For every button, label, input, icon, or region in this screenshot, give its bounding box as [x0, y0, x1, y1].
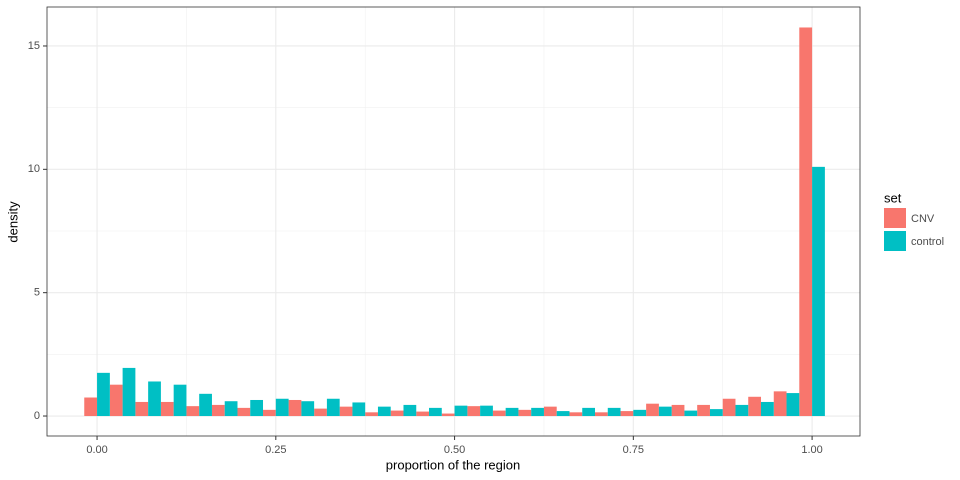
- y-tick-label: 15: [28, 40, 40, 52]
- x-tick-label: 0.75: [623, 444, 644, 456]
- bar: [122, 367, 136, 417]
- bar: [467, 406, 481, 417]
- bar: [799, 27, 813, 417]
- bar: [773, 391, 787, 417]
- bar: [365, 412, 378, 417]
- bar: [275, 398, 289, 417]
- x-tick-label: 0.25: [265, 444, 286, 456]
- bar: [671, 404, 685, 417]
- bar: [314, 408, 327, 417]
- bar: [199, 393, 212, 417]
- y-tick-label: 10: [28, 163, 40, 175]
- bar: [607, 407, 621, 417]
- x-axis-label: proportion of the region: [386, 457, 520, 472]
- bar: [186, 406, 200, 417]
- legend-label: control: [911, 236, 944, 248]
- bar: [812, 166, 825, 417]
- bar: [454, 405, 468, 417]
- bar: [582, 407, 596, 417]
- panel-border: [46, 6, 861, 437]
- bar: [416, 411, 430, 417]
- bar: [429, 407, 442, 417]
- bar: [301, 401, 315, 417]
- bar: [556, 411, 570, 417]
- legend-key: [884, 208, 906, 228]
- bar: [250, 399, 264, 417]
- bar: [646, 403, 659, 417]
- bar: [543, 406, 557, 417]
- bar: [761, 401, 774, 417]
- bar: [480, 405, 493, 417]
- y-axis-label: density: [5, 201, 20, 243]
- bar: [518, 409, 532, 417]
- bar: [211, 404, 225, 417]
- bar: [377, 406, 391, 417]
- bar: [97, 372, 110, 417]
- bar: [160, 401, 174, 417]
- bar: [390, 410, 404, 417]
- x-tick-label: 0.50: [444, 444, 465, 456]
- bar: [620, 411, 634, 417]
- bar: [492, 410, 506, 417]
- x-tick-label: 1.00: [801, 444, 822, 456]
- bar: [748, 396, 762, 417]
- bar: [352, 402, 366, 417]
- bar: [403, 404, 417, 417]
- bar: [173, 384, 187, 417]
- bar: [288, 399, 302, 417]
- bar: [786, 393, 800, 417]
- bar: [531, 407, 544, 417]
- bar: [722, 398, 736, 417]
- bar: [569, 412, 583, 417]
- legend-key: [884, 231, 906, 251]
- bar: [709, 409, 723, 417]
- bar: [84, 397, 98, 417]
- bar: [263, 409, 276, 417]
- x-tick-label: 0.00: [86, 444, 107, 456]
- bar: [109, 384, 123, 417]
- bar: [505, 407, 519, 417]
- bar: [224, 401, 238, 417]
- y-tick-label: 0: [34, 410, 40, 422]
- bar: [237, 407, 251, 417]
- bar: [595, 412, 608, 417]
- bar: [339, 406, 353, 417]
- bar: [658, 406, 672, 417]
- bar: [633, 409, 647, 417]
- bar: [697, 404, 710, 417]
- legend-label: CNV: [911, 213, 935, 225]
- bar: [326, 398, 340, 417]
- bar: [148, 381, 161, 417]
- bar: [684, 410, 698, 417]
- bar: [441, 413, 455, 417]
- legend-title: set: [884, 190, 902, 205]
- y-tick-label: 5: [34, 287, 40, 299]
- bar: [735, 404, 749, 417]
- bar: [135, 401, 149, 417]
